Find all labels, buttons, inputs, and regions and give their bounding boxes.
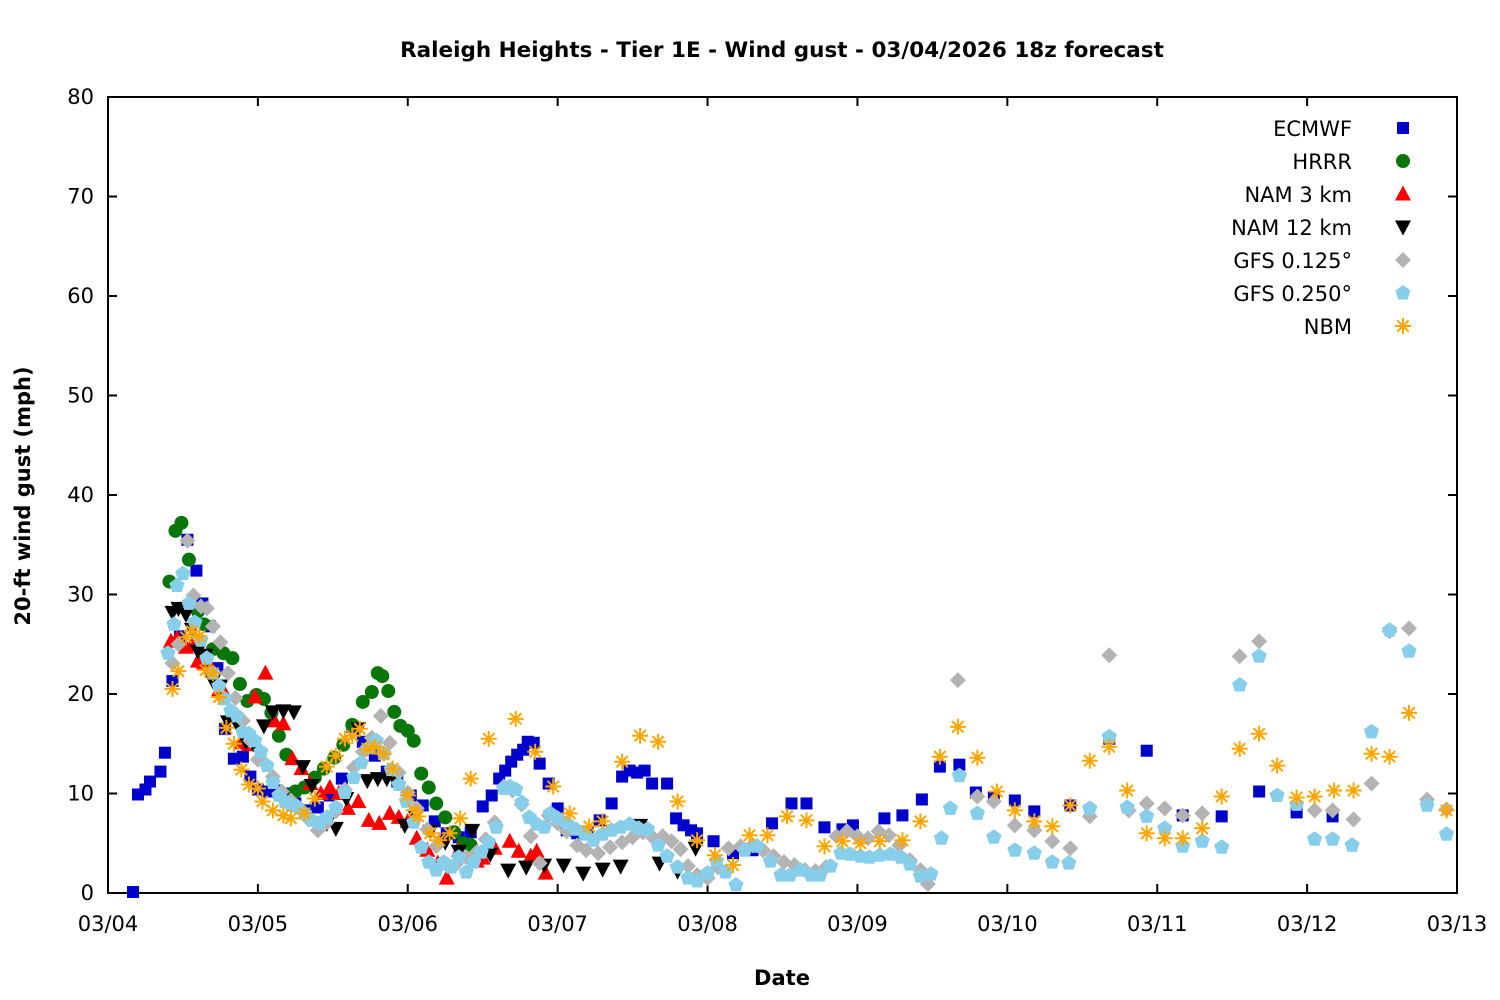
- y-tick-label: 70: [67, 185, 94, 209]
- y-tick-label: 0: [81, 881, 94, 905]
- legend-marker-pentagon-icon: [1395, 285, 1411, 300]
- x-tick-label: 03/13: [1427, 912, 1488, 936]
- legend-item-ecmwf: ECMWF: [1273, 117, 1409, 141]
- legend-label: NAM 12 km: [1231, 216, 1352, 240]
- x-tick-label: 03/11: [1127, 912, 1188, 936]
- legend-item-nam-12-km: NAM 12 km: [1231, 216, 1411, 240]
- series-ecmwf: [127, 533, 1339, 899]
- x-tick-label: 03/12: [1277, 912, 1338, 936]
- y-tick-label: 20: [67, 682, 94, 706]
- legend-marker-circle-icon: [1396, 154, 1410, 168]
- legend-marker-square-icon: [1397, 122, 1409, 134]
- y-tick-label: 40: [67, 483, 94, 507]
- legend-item-gfs-0-250-: GFS 0.250°: [1233, 282, 1411, 306]
- legend-label: GFS 0.125°: [1233, 249, 1352, 273]
- legend-item-hrrr: HRRR: [1292, 150, 1410, 174]
- legend-item-nam-3-km: NAM 3 km: [1244, 183, 1411, 207]
- legend-item-nbm: NBM: [1304, 315, 1411, 339]
- y-tick-label: 80: [67, 85, 94, 109]
- legend-label: HRRR: [1292, 150, 1352, 174]
- legend-label: NBM: [1304, 315, 1352, 339]
- x-tick-label: 03/08: [677, 912, 738, 936]
- legend-marker-diamond-icon: [1395, 252, 1411, 268]
- chart-legend: ECMWF HRRR NAM 3 km NAM 12 km GFS 0.125° GFS …: [1231, 117, 1411, 339]
- x-tick-label: 03/06: [378, 912, 439, 936]
- legend-marker-triangle-down-icon: [1395, 220, 1411, 236]
- x-tick-label: 03/05: [228, 912, 289, 936]
- legend-item-gfs-0-125-: GFS 0.125°: [1233, 249, 1411, 273]
- y-tick-label: 30: [67, 583, 94, 607]
- legend-label: ECMWF: [1273, 117, 1352, 141]
- x-tick-label: 03/10: [977, 912, 1038, 936]
- y-tick-label: 60: [67, 284, 94, 308]
- x-tick-label: 03/07: [527, 912, 588, 936]
- x-tick-label: 03/04: [78, 912, 139, 936]
- legend-marker-asterisk-icon: [1395, 318, 1411, 334]
- series-gfs-0-250-: [160, 565, 1455, 892]
- legend-label: GFS 0.250°: [1233, 282, 1352, 306]
- y-tick-label: 50: [67, 384, 94, 408]
- legend-label: NAM 3 km: [1244, 183, 1352, 207]
- chart-title: Raleigh Heights - Tier 1E - Wind gust - …: [400, 38, 1164, 63]
- x-axis-label: Date: [754, 966, 810, 990]
- series-nbm: [164, 623, 1455, 874]
- series-gfs-0-125-: [164, 532, 1455, 893]
- legend-marker-triangle-up-icon: [1395, 185, 1411, 201]
- x-tick-label: 03/09: [827, 912, 888, 936]
- plot-area: 03/04 03/05 03/06 03/07 03/08 03/09 03/10 03/11…: [67, 85, 1487, 936]
- y-tick-label: 10: [67, 782, 94, 806]
- y-axis-label: 20-ft wind gust (mph): [11, 366, 35, 625]
